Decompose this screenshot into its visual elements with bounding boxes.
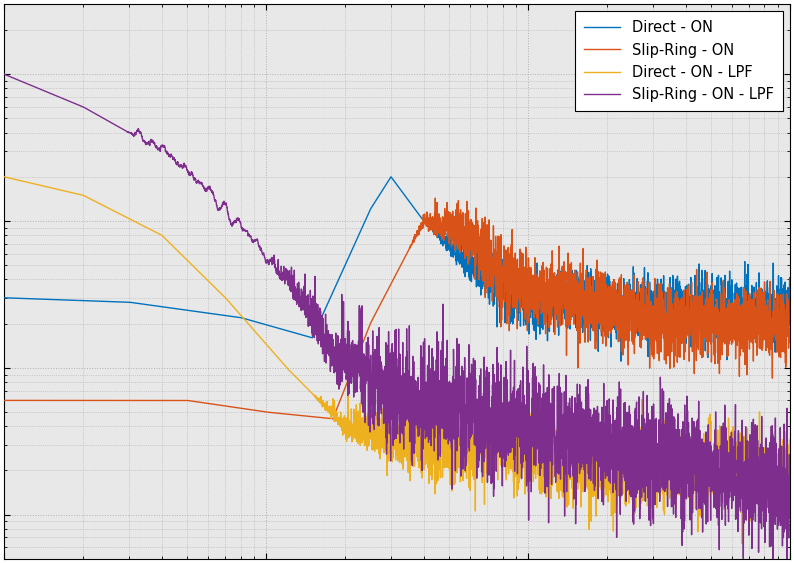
Slip-Ring - ON - LPF: [299, 307, 309, 314]
Direct - ON: [616, 358, 626, 365]
Slip-Ring - ON: [646, 311, 655, 318]
Slip-Ring - ON - LPF: [646, 444, 655, 450]
Direct - ON - LPF: [646, 458, 655, 465]
Direct - ON: [785, 306, 794, 312]
Slip-Ring - ON - LPF: [0, 71, 9, 78]
Direct - ON: [646, 296, 655, 302]
Slip-Ring - ON: [299, 413, 309, 419]
Slip-Ring - ON - LPF: [586, 432, 596, 439]
Slip-Ring - ON - LPF: [782, 562, 792, 563]
Direct - ON: [142, 301, 152, 308]
Slip-Ring - ON: [511, 274, 520, 280]
Slip-Ring - ON: [471, 262, 480, 269]
Slip-Ring - ON - LPF: [471, 421, 480, 428]
Direct - ON - LPF: [586, 482, 596, 489]
Slip-Ring - ON: [328, 415, 337, 422]
Slip-Ring - ON: [0, 397, 9, 404]
Slip-Ring - ON - LPF: [142, 140, 152, 146]
Direct - ON: [299, 332, 309, 339]
Slip-Ring - ON - LPF: [511, 452, 520, 459]
Direct - ON - LPF: [142, 224, 152, 231]
Line: Direct - ON - LPF: Direct - ON - LPF: [4, 177, 790, 543]
Direct - ON: [586, 283, 596, 290]
Direct - ON: [471, 253, 480, 260]
Slip-Ring - ON: [586, 295, 596, 302]
Direct - ON - LPF: [737, 540, 746, 547]
Line: Direct - ON: Direct - ON: [4, 177, 790, 361]
Direct - ON - LPF: [511, 470, 520, 476]
Legend: Direct - ON, Slip-Ring - ON, Direct - ON - LPF, Slip-Ring - ON - LPF: Direct - ON, Slip-Ring - ON, Direct - ON…: [575, 11, 783, 111]
Direct - ON - LPF: [0, 173, 9, 180]
Direct - ON: [0, 294, 9, 301]
Line: Slip-Ring - ON: Slip-Ring - ON: [4, 198, 790, 419]
Direct - ON: [386, 173, 395, 180]
Direct - ON - LPF: [471, 508, 480, 515]
Slip-Ring - ON: [430, 195, 440, 202]
Direct - ON - LPF: [299, 382, 309, 389]
Slip-Ring - ON: [785, 325, 794, 332]
Line: Slip-Ring - ON - LPF: Slip-Ring - ON - LPF: [4, 74, 790, 563]
Slip-Ring - ON - LPF: [785, 498, 794, 504]
Slip-Ring - ON: [142, 397, 152, 404]
Direct - ON - LPF: [785, 436, 794, 443]
Direct - ON: [511, 291, 520, 298]
